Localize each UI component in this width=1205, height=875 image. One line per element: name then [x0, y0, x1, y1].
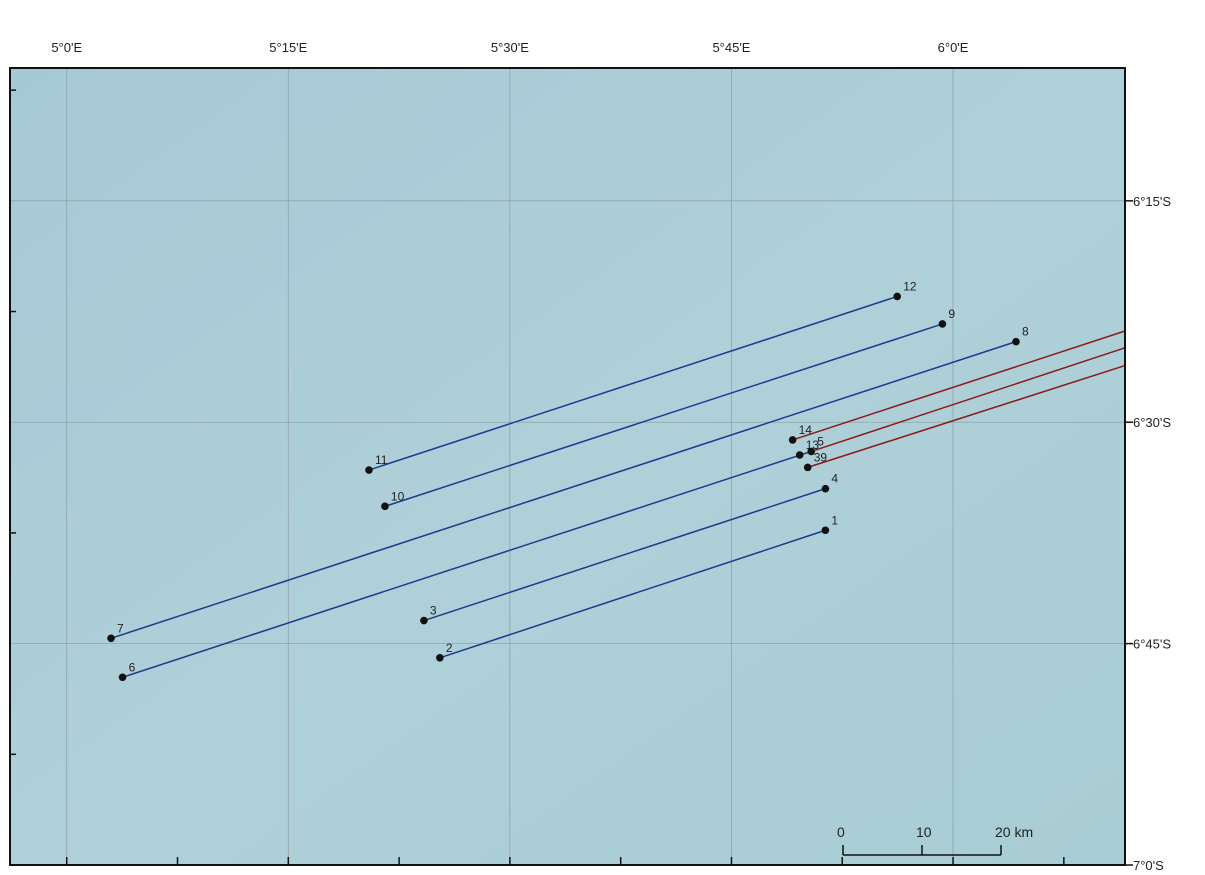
station-label: 8 — [1022, 325, 1029, 339]
station-point — [822, 485, 830, 493]
station-point — [436, 654, 444, 662]
station-point — [381, 503, 389, 511]
station-label: 9 — [948, 307, 955, 321]
station-label: 6 — [129, 660, 136, 674]
station-point — [796, 451, 804, 459]
station-label: 14 — [799, 423, 813, 437]
station-label: 4 — [831, 472, 838, 486]
lat-label: 6°45'S — [1133, 637, 1171, 652]
map: 12981413539411110327601020 km 5°0'E5°15'… — [0, 0, 1205, 875]
scale-label: 20 km — [995, 824, 1033, 840]
lat-label: 7°0'S — [1133, 858, 1164, 873]
station-label: 5 — [817, 434, 824, 448]
station-point — [107, 634, 115, 642]
station-point — [822, 526, 830, 534]
station-label: 11 — [375, 453, 388, 467]
body: 12981413539411110327601020 km 5°0'E5°15'… — [0, 0, 1205, 875]
station-point — [804, 464, 812, 472]
station-label: 12 — [903, 279, 917, 293]
scale-label: 0 — [837, 824, 845, 840]
station-point — [1012, 338, 1020, 346]
lat-label: 6°15'S — [1133, 194, 1171, 209]
page: {"map": { "xlim": [4.936, 6.194], "ylim"… — [0, 0, 1205, 875]
lon-label: 6°0'E — [938, 40, 969, 55]
station-label: 3 — [430, 604, 437, 618]
station-point — [893, 293, 901, 301]
lon-label: 5°30'E — [491, 40, 529, 55]
lon-label: 5°15'E — [269, 40, 307, 55]
station-label: 10 — [391, 489, 405, 503]
lat-label: 6°30'S — [1133, 415, 1171, 430]
map-area — [10, 68, 1125, 865]
station-label: 2 — [446, 641, 453, 655]
station-label: 1 — [831, 513, 838, 527]
station-point — [420, 617, 428, 625]
station-point — [119, 673, 127, 681]
scale-label: 10 — [916, 824, 932, 840]
station-point — [365, 466, 373, 474]
lon-label: 5°0'E — [51, 40, 82, 55]
station-point — [789, 436, 797, 444]
station-label: 39 — [814, 450, 828, 464]
station-label: 7 — [117, 621, 124, 635]
lon-label: 5°45'E — [712, 40, 750, 55]
station-point — [939, 320, 947, 328]
